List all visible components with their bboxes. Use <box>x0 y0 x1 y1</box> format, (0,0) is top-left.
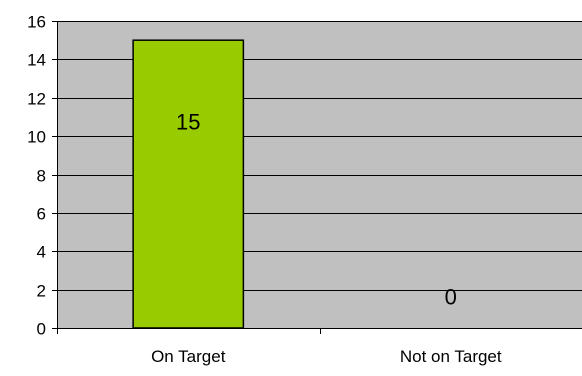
x-category-label: Not on Target <box>400 347 502 366</box>
x-category-label: On Target <box>151 347 226 366</box>
y-tick-label: 6 <box>37 205 46 224</box>
bars <box>132 39 245 329</box>
y-tick-label: 16 <box>27 13 46 32</box>
axes <box>52 21 582 334</box>
data-label: 0 <box>445 285 457 310</box>
y-tick-label: 12 <box>27 90 46 109</box>
y-tick-label: 14 <box>27 51 46 70</box>
labels: 0 2 4 6 8 10 12 14 16 15 On Target 0 Not on Target <box>27 13 502 367</box>
y-tick-label: 8 <box>37 167 46 186</box>
y-tick-label: 2 <box>37 282 46 301</box>
y-tick-label: 0 <box>37 320 46 339</box>
y-tick-label: 4 <box>37 243 46 262</box>
data-label: 15 <box>176 109 200 134</box>
y-tick-label: 10 <box>27 128 46 147</box>
bar-on-target <box>132 39 245 329</box>
